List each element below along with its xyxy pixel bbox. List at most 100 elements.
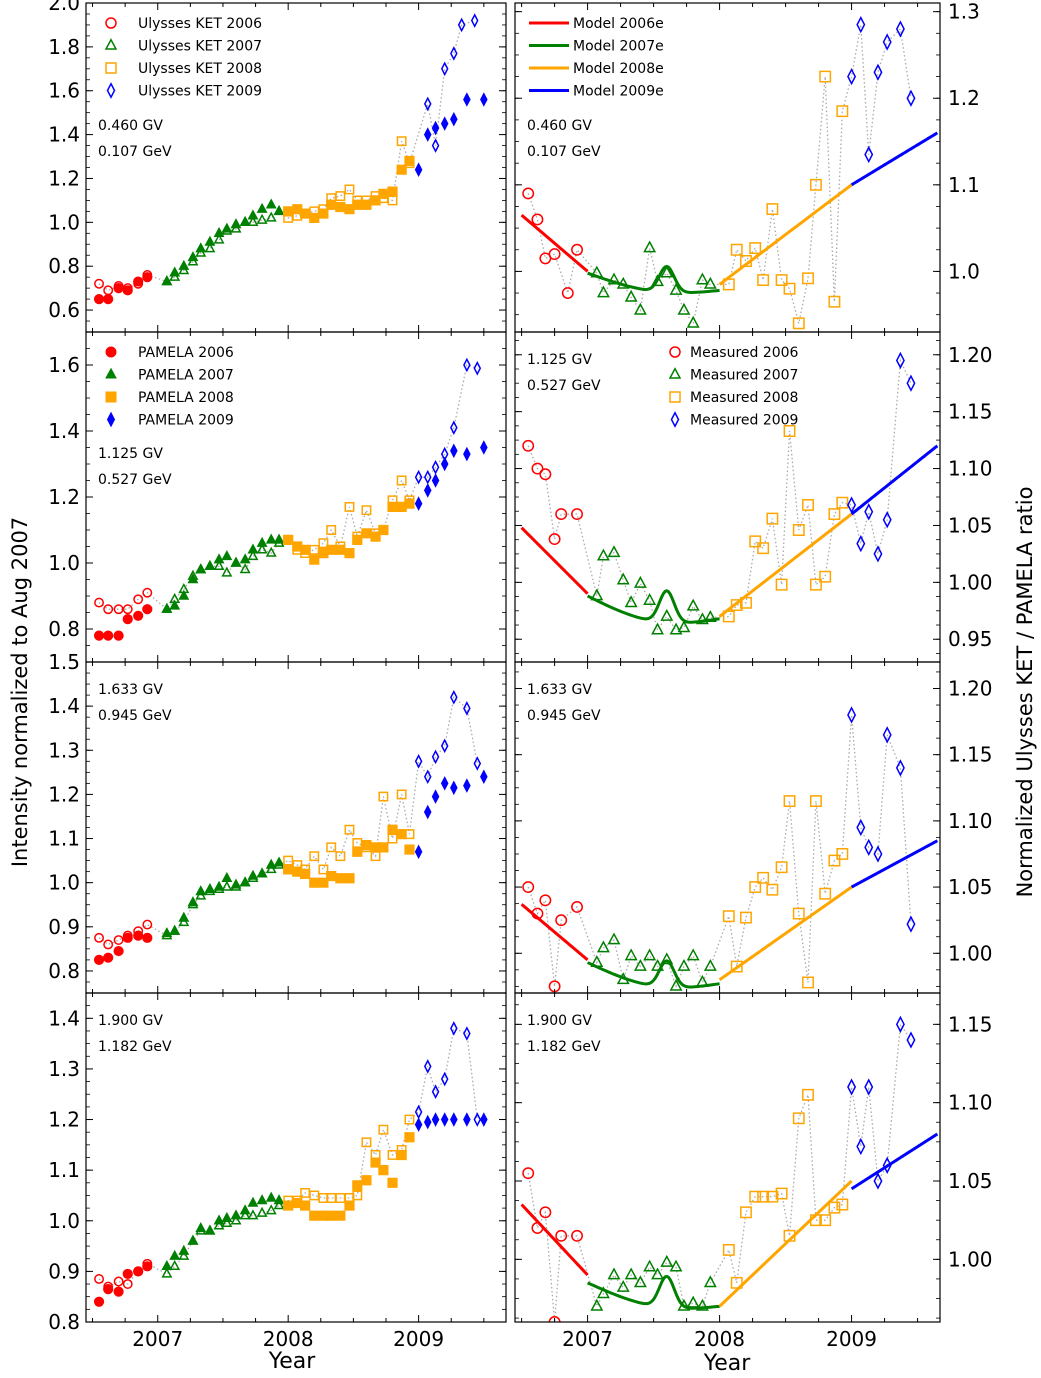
ulysses-point: [309, 544, 320, 555]
measured-point: [548, 248, 561, 261]
y-tick-label: 1.3: [948, 0, 980, 24]
ulysses-point: [423, 469, 432, 485]
measured-point: [722, 278, 735, 291]
measured-point: [873, 63, 883, 81]
measured-point: [686, 315, 700, 328]
pamela-point: [195, 885, 207, 896]
ulysses-point: [309, 1190, 320, 1201]
model-line-2006: [520, 526, 589, 595]
ulysses-point: [247, 215, 259, 227]
legend-marker: [106, 82, 116, 99]
measured-point: [686, 598, 700, 611]
pamela-point: [204, 882, 216, 894]
pamela-point: [256, 202, 268, 213]
pamela-point: [230, 218, 242, 229]
pamela-point: [450, 780, 458, 796]
measured-point: [616, 276, 630, 289]
pamela-point: [256, 867, 268, 878]
right-panel-2: 1.00 1.05 1.10 1.15 1.20 1.633 GV 0.945 GeV: [514, 661, 993, 994]
pamela-point: [431, 473, 440, 488]
right-panel-1: 0.95 1.00 1.05 1.10 1.15 1.20 Measured 2006 Mea…: [514, 331, 993, 663]
measured-point: [906, 374, 916, 392]
y-tick-label: 1.2: [48, 485, 80, 509]
measured-point: [669, 622, 683, 635]
ulysses-point: [239, 1209, 251, 1220]
y-tick-label: 1.05: [948, 875, 993, 899]
right-panel-3: 2007 2008 2009 1.00 1.05 1.10 1.15 1.900 GV 1.18…: [514, 992, 993, 1351]
pamela-point: [326, 199, 337, 210]
pamela-point: [273, 533, 285, 544]
measured-point: [695, 272, 709, 285]
legend-marker: [105, 367, 117, 379]
measured-point: [695, 612, 709, 625]
left-xlabel: Year: [268, 1349, 317, 1374]
pamela-point: [230, 1209, 242, 1220]
measured-point: [686, 1295, 700, 1308]
ulysses-point: [169, 1259, 181, 1271]
measured-point: [802, 499, 814, 511]
y-tick-label: 1.20: [948, 343, 993, 367]
y-tick-label: 1.1: [48, 827, 80, 851]
ulysses-point: [256, 213, 268, 224]
y-tick-label: 1.2: [48, 166, 80, 190]
ulysses-point: [256, 1206, 268, 1217]
pamela-point: [187, 573, 199, 584]
measured-point: [722, 910, 735, 923]
pamela-point: [335, 1210, 346, 1221]
measured-point: [590, 1298, 604, 1311]
pamela-point: [463, 778, 471, 793]
pamela-point: [378, 842, 389, 853]
measured-point: [766, 1190, 779, 1203]
energy-annotation: 1.900 GV: [98, 1013, 163, 1029]
measured-point: [730, 1276, 743, 1289]
energy-annotation: 0.107 GeV: [98, 144, 172, 160]
pamela-point: [361, 1175, 372, 1186]
measured-point: [539, 468, 552, 481]
ulysses-point: [431, 460, 440, 475]
pamela-point: [283, 534, 294, 545]
measured-point: [677, 620, 691, 633]
legend-marker: [105, 62, 117, 74]
measured-point: [643, 592, 657, 605]
model-line-2009: [850, 444, 939, 516]
ulysses-point: [326, 525, 337, 535]
pamela-point: [113, 1286, 124, 1297]
measured-point: [847, 706, 857, 724]
measured-point: [660, 265, 674, 278]
measured-point: [616, 972, 630, 985]
measured-point: [828, 1201, 841, 1214]
pamela-point: [247, 869, 259, 880]
measured-point: [740, 911, 752, 924]
y-tick-label: 1.6: [48, 79, 80, 103]
model-line-2008: [718, 183, 853, 286]
ulysses-point: [440, 61, 449, 77]
pamela-point: [265, 533, 277, 544]
pamela-point: [204, 235, 216, 246]
right-ylabel: Normalized Ulysses KET / PAMELA ratio: [1013, 487, 1037, 898]
y-tick-label: 1.0: [48, 871, 80, 895]
ulysses-point: [335, 851, 346, 862]
pamela-point: [352, 199, 363, 210]
measured-point: [895, 20, 905, 38]
ulysses-point: [204, 242, 216, 253]
pamela-point: [256, 1194, 268, 1205]
pamela-point: [230, 878, 242, 889]
ulysses-point: [221, 1216, 233, 1227]
ulysses-point: [221, 566, 233, 577]
pamela-point: [318, 877, 329, 888]
pamela-point: [431, 789, 440, 804]
ulysses-point: [450, 1021, 458, 1036]
ulysses-point: [247, 1209, 259, 1220]
pamela-point: [187, 896, 199, 907]
y-tick-label: 0.9: [48, 1259, 80, 1283]
measured-point: [775, 861, 788, 874]
energy-annotation: 0.527 GeV: [98, 472, 172, 488]
measured-point: [882, 511, 892, 529]
ulysses-point: [431, 749, 440, 765]
ulysses-point: [404, 1114, 415, 1125]
pamela-point: [142, 1261, 153, 1272]
legend-marker: [106, 411, 116, 428]
y-tick-label: 1.2: [948, 86, 980, 110]
legend-label: Model 2007e: [573, 39, 664, 55]
measured-point: [836, 105, 849, 118]
